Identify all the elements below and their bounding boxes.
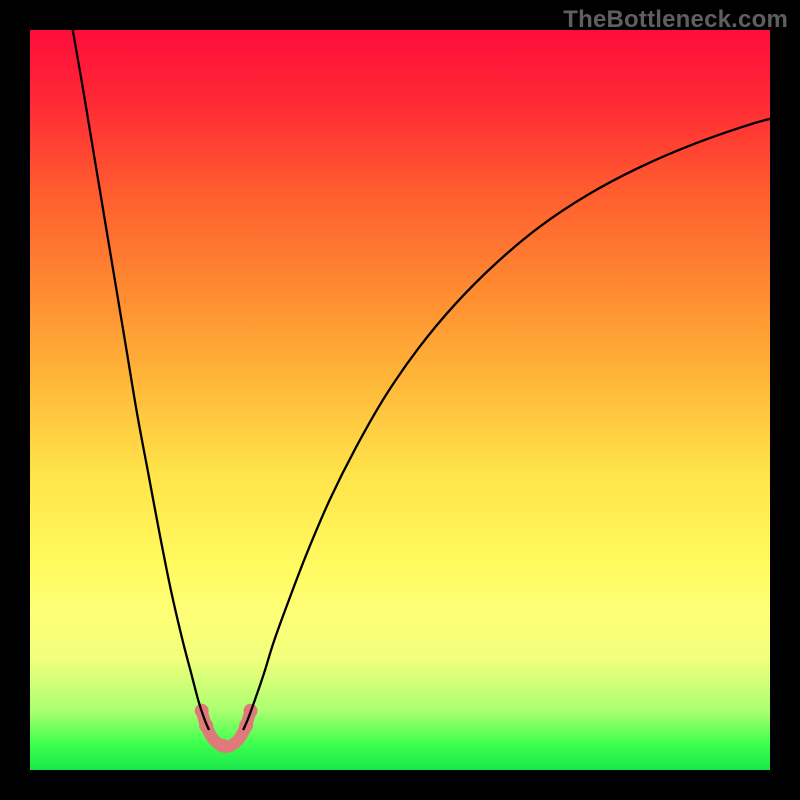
bottleneck-curve-chart [30,30,770,770]
plot-area [30,30,770,770]
chart-container: TheBottleneck.com [0,0,800,800]
heat-gradient-background [30,30,770,770]
